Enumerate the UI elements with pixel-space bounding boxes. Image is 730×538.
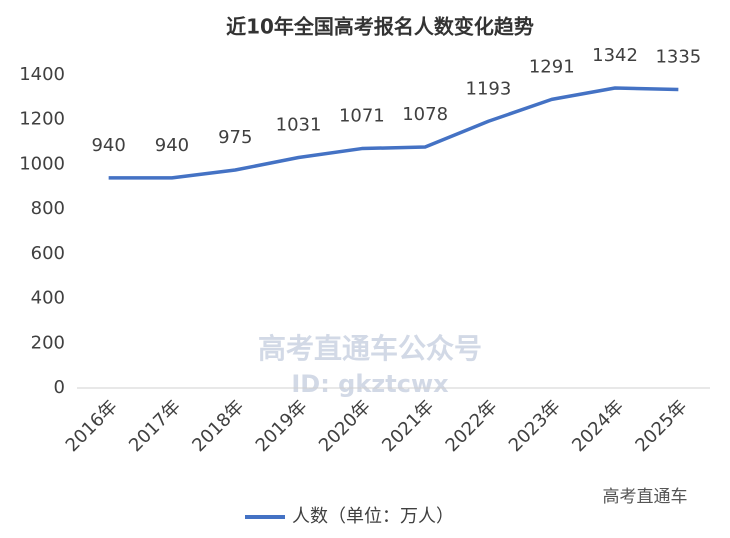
data-label: 940 [155, 135, 189, 156]
y-tick-label: 200 [31, 332, 65, 353]
source: 高考直通车 [603, 487, 688, 507]
data-label: 1031 [276, 114, 322, 135]
data-label: 1071 [339, 106, 385, 127]
chart-title: 近10年全国高考报名人数变化趋势 [226, 15, 534, 39]
series-line [108, 86, 679, 180]
y-tick-label: 1200 [19, 109, 65, 130]
legend-label: 人数（单位：万人） [292, 506, 454, 527]
data-label: 1342 [592, 45, 638, 66]
y-tick-label: 400 [31, 288, 65, 309]
watermark: 高考直通车公众号 [258, 332, 482, 365]
data-label: 1291 [529, 56, 575, 77]
y-tick-label: 0 [54, 377, 65, 398]
watermark: ID: gkztcwx [291, 370, 449, 398]
y-tick-label: 1400 [19, 64, 65, 85]
data-label: 1335 [655, 47, 701, 68]
data-label: 975 [218, 127, 252, 148]
data-label: 940 [91, 135, 125, 156]
y-tick-label: 1000 [19, 153, 65, 174]
data-label: 1078 [402, 104, 448, 125]
y-tick-label: 600 [31, 243, 65, 264]
data-label: 1193 [466, 78, 512, 99]
y-tick-label: 800 [31, 198, 65, 219]
